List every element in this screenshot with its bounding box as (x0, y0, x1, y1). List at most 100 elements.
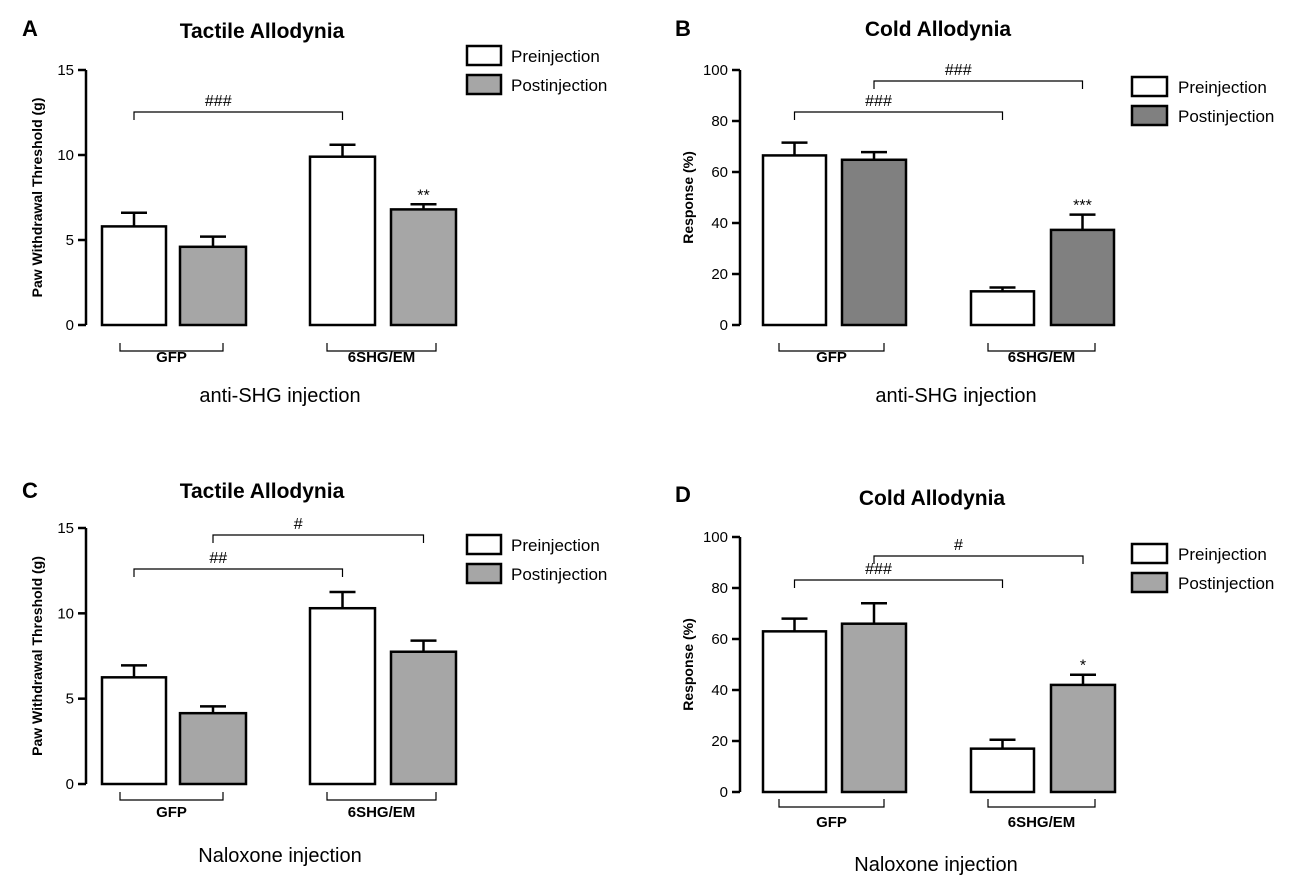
significance-label: ### (205, 93, 232, 110)
y-tick-label: 0 (66, 776, 74, 793)
y-tick-label: 80 (711, 580, 728, 597)
bar-gfp-preinjection (761, 154, 828, 327)
bar-gfp-postinjection (178, 711, 248, 786)
legend: Preinjection Postinjection (465, 44, 607, 96)
bar-gfp-postinjection (840, 158, 908, 327)
legend-label: Postinjection (1178, 107, 1274, 126)
significance-label: # (954, 537, 963, 554)
significance-bracket (873, 80, 1084, 89)
star-annotation: *** (1073, 198, 1092, 215)
star-annotation: ** (417, 187, 429, 204)
group-bracket (326, 792, 437, 801)
legend: Preinjection Postinjection (1130, 75, 1274, 127)
y-tick-label: 60 (711, 164, 728, 181)
bar-6shgem-postinjection (389, 208, 458, 327)
bar-6shgem-postinjection (1049, 683, 1117, 794)
y-tick-label: 60 (711, 631, 728, 648)
bar-6shgem-preinjection (308, 606, 377, 786)
panel-letter: C (22, 478, 38, 503)
y-tick-label: 100 (703, 62, 728, 79)
y-tick-label: 10 (57, 147, 74, 164)
panel-letter: D (675, 482, 691, 507)
category-label: GFP (816, 814, 847, 831)
legend-label: Preinjection (1178, 545, 1267, 564)
legend-swatch (1130, 542, 1169, 565)
legend-label: Postinjection (1178, 574, 1274, 593)
legend-label: Preinjection (511, 47, 600, 66)
panel-b: B Cold Allodynia 0 20 40 60 80 100 Response (%) *… (675, 16, 1274, 407)
legend-swatch (1130, 75, 1169, 98)
y-tick-label: 0 (66, 317, 74, 334)
y-tick-label: 100 (703, 529, 728, 546)
significance-label: ### (945, 62, 972, 79)
legend-swatch (465, 562, 503, 585)
y-tick-label: 20 (711, 266, 728, 283)
significance-bracket (133, 568, 344, 577)
significance-bracket (212, 534, 425, 543)
chart-title: Cold Allodynia (865, 18, 1012, 41)
group-bracket (987, 799, 1096, 808)
y-tick-label: 40 (711, 682, 728, 699)
y-tick-label: 10 (57, 605, 74, 622)
panel-letter: A (22, 16, 38, 41)
significance-bracket (793, 579, 1004, 588)
category-label: 6SHG/EM (1008, 814, 1076, 831)
bar-6shgem-postinjection (389, 650, 458, 786)
y-tick-label: 80 (711, 113, 728, 130)
panel-d: D Cold Allodynia 0 20 40 60 80 100 Response (%) *… (675, 482, 1274, 876)
category-label: GFP (156, 804, 187, 821)
legend-swatch (1130, 104, 1169, 127)
star-annotation: * (1080, 658, 1086, 675)
significance-bracket (873, 555, 1084, 564)
bar-6shgem-preinjection (308, 155, 377, 327)
significance-label: ### (865, 561, 892, 578)
y-tick-label: 5 (66, 691, 74, 708)
chart-title: Tactile Allodynia (180, 20, 345, 43)
significance-label: # (294, 516, 303, 533)
panel-c: C Tactile Allodynia 0 5 10 15 Paw Withdrawal T… (22, 478, 607, 867)
legend-swatch (1130, 571, 1169, 594)
group-bracket (987, 343, 1096, 352)
panel-letter: B (675, 16, 691, 41)
y-axis-label: Paw Withdrawal Threshold (g) (29, 98, 45, 298)
group-bracket (326, 343, 437, 352)
bar-6shgem-preinjection (969, 290, 1036, 327)
y-tick-label: 15 (57, 62, 74, 79)
category-label: 6SHG/EM (1008, 349, 1076, 366)
category-label: 6SHG/EM (348, 804, 416, 821)
chart-title: Tactile Allodynia (180, 480, 345, 503)
legend-label: Preinjection (1178, 78, 1267, 97)
category-label: 6SHG/EM (348, 349, 416, 366)
y-axis-label: Paw Withdrawal Threshold (g) (29, 556, 45, 756)
group-bracket (778, 799, 885, 808)
x-axis-label: anti-SHG injection (875, 385, 1036, 407)
group-bracket (778, 343, 885, 352)
legend-label: Postinjection (511, 76, 607, 95)
bar-gfp-preinjection (100, 676, 168, 786)
y-tick-label: 5 (66, 232, 74, 249)
category-label: GFP (816, 349, 847, 366)
significance-label: ### (865, 93, 892, 110)
chart-title: Cold Allodynia (859, 487, 1006, 510)
y-tick-label: 20 (711, 733, 728, 750)
bar-gfp-postinjection (840, 622, 908, 794)
legend: Preinjection Postinjection (1130, 542, 1274, 594)
bar-6shgem-postinjection (1049, 228, 1116, 327)
legend: Preinjection Postinjection (465, 533, 607, 585)
y-tick-label: 0 (720, 317, 728, 334)
y-tick-label: 15 (57, 520, 74, 537)
x-axis-label: anti-SHG injection (199, 385, 360, 407)
bar-gfp-preinjection (761, 630, 828, 794)
bar-gfp-postinjection (178, 245, 248, 327)
significance-bracket (793, 111, 1004, 120)
y-tick-label: 40 (711, 215, 728, 232)
x-axis-label: Naloxone injection (854, 854, 1017, 876)
category-label: GFP (156, 349, 187, 366)
y-tick-label: 0 (720, 784, 728, 801)
group-bracket (119, 792, 224, 801)
y-axis-label: Response (%) (680, 151, 696, 244)
y-axis-label: Response (%) (680, 618, 696, 711)
bar-6shgem-preinjection (969, 747, 1036, 794)
legend-swatch (465, 44, 503, 67)
